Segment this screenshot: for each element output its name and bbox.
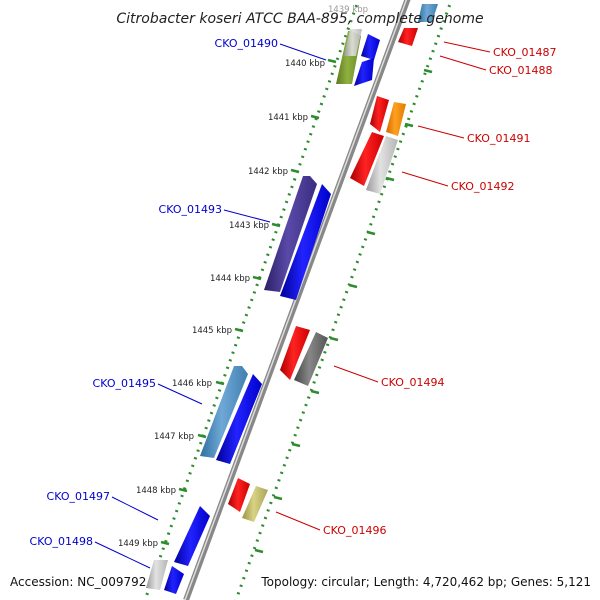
gene-label-cko-01490[interactable]: CKO_01490: [215, 37, 278, 50]
gene-arrow-upstream-blue-a: [361, 34, 380, 60]
gene-arrow-cko-01493-a: [264, 176, 317, 292]
gene-arrow-cko-01498-b: [164, 566, 184, 594]
gene-labels-reverse: CKO_01487 CKO_01488 CKO_01491 CKO_01492 …: [323, 46, 556, 537]
chart-title: Citrobacter koseri ATCC BAA-895, complet…: [116, 11, 483, 27]
tick-marks: [160, 58, 337, 546]
tick-label: 1442 kbp: [248, 167, 288, 177]
gene-label-cko-01492[interactable]: CKO_01492: [451, 180, 514, 193]
gene-arrow-cko-01496-a: [228, 478, 250, 512]
gene-arrow-cko-01491-a: [370, 96, 389, 132]
gene-arrow-cko-01491-b: [386, 102, 406, 136]
tick-label: 1447 kbp: [154, 432, 194, 442]
tick-label: 1444 kbp: [210, 274, 250, 284]
tick-label: 1446 kbp: [172, 379, 212, 389]
tick-label: 1443 kbp: [229, 221, 269, 231]
gene-labels-forward: CKO_01490 CKO_01493 CKO_01495 CKO_01497 …: [30, 37, 278, 548]
gene-arrows-forward: [146, 29, 380, 594]
gene-arrow-cko-01492: [366, 136, 398, 194]
gene-arrow-cko-01493-b: [280, 184, 331, 300]
label-leader-lines-right: [275, 41, 491, 531]
tick-label: 1449 kbp: [118, 539, 158, 549]
gene-arrows-reverse: [228, 4, 438, 522]
tick-marks-right: [254, 68, 433, 554]
gene-label-cko-01487[interactable]: CKO_01487: [493, 46, 556, 59]
gene-arrow-cko-01497: [174, 506, 210, 566]
gene-arrow-cko-01498-a: [146, 560, 168, 590]
gene-label-cko-01488[interactable]: CKO_01488: [489, 64, 552, 77]
tick-label: 1448 kbp: [136, 486, 176, 496]
gene-arrow-cko-01491-c: [350, 132, 384, 186]
gene-label-cko-01497[interactable]: CKO_01497: [47, 490, 110, 503]
gene-arrow-cko-01495-a: [200, 366, 248, 458]
tick-label: 1440 kbp: [285, 59, 325, 69]
tick-label: 1441 kbp: [268, 113, 308, 123]
gene-arrow-cko-01487: [398, 28, 418, 46]
gene-label-cko-01496[interactable]: CKO_01496: [323, 524, 386, 537]
tick-labels: 1439 kbp 1440 kbp 1441 kbp 1442 kbp 1443…: [118, 5, 368, 549]
gene-arrow-cko-01494-a: [280, 326, 310, 380]
gene-arrow-cko-01495-b: [216, 374, 262, 464]
accession-label: Accession: NC_009792: [10, 575, 146, 589]
gene-label-cko-01493[interactable]: CKO_01493: [159, 203, 222, 216]
gene-arrow-cko-01494-b: [294, 332, 328, 386]
tick-track-right: [234, 0, 454, 600]
genome-backbone: [183, 0, 411, 600]
gene-label-cko-01494[interactable]: CKO_01494: [381, 376, 444, 389]
tick-label: 1445 kbp: [192, 326, 232, 336]
tick-label: 1439 kbp: [328, 5, 368, 15]
gene-arrow-cko-01496-b: [242, 486, 268, 522]
gene-label-cko-01495[interactable]: CKO_01495: [93, 377, 156, 390]
gene-label-cko-01491[interactable]: CKO_01491: [467, 132, 530, 145]
gene-arrow-upstream-blue-b: [354, 58, 374, 86]
genome-summary: Topology: circular; Length: 4,720,462 bp…: [260, 575, 591, 589]
gene-label-cko-01498[interactable]: CKO_01498: [30, 535, 93, 548]
gene-arrow-cko-01488: [418, 4, 438, 22]
gene-arrow-cko-01490-b: [344, 29, 362, 56]
label-leader-lines-left: [94, 43, 327, 569]
